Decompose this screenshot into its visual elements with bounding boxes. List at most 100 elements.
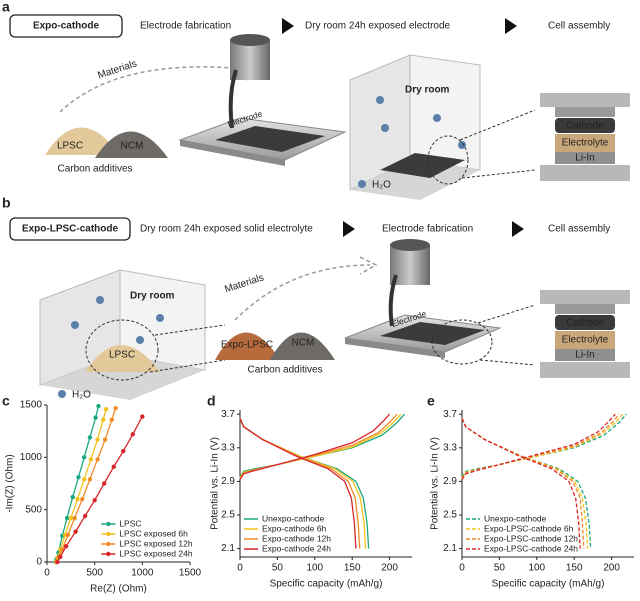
step: Cell assembly <box>548 21 610 32</box>
y-axis-label: -Im(Z) (Ohm) <box>5 454 16 512</box>
marker <box>82 513 88 519</box>
legend-label: LPSC exposed 12h <box>119 538 193 548</box>
pour <box>388 274 398 327</box>
panel-label: e <box>427 393 435 409</box>
panel-label: c <box>2 393 10 409</box>
marker <box>102 437 108 442</box>
water-icon <box>58 390 66 398</box>
y-tick-label: 3.7 <box>221 409 235 420</box>
panel-a: a Expo-cathode Electrode fabrication Dry… <box>2 0 630 200</box>
panel-b: b Expo-LPSC-cathode Dry room 24h exposed… <box>2 195 630 401</box>
x-tick-label: 0 <box>44 568 50 579</box>
y-axis-label: Potential vs. Li-In (V) <box>210 437 221 530</box>
pour <box>228 69 238 129</box>
li-in-layer <box>555 152 615 164</box>
powder <box>95 131 168 158</box>
press-rod <box>555 107 615 117</box>
water-icon <box>96 296 104 304</box>
marker <box>70 494 75 500</box>
arrowhead <box>359 256 378 275</box>
y-tick-label: 3.7 <box>443 409 457 420</box>
label: Dry room <box>405 85 450 96</box>
powder <box>270 332 335 360</box>
label: Li-In <box>575 153 594 164</box>
y-tick-label: 0 <box>36 557 42 568</box>
y-tick-label: 1000 <box>20 452 43 463</box>
label: NCM <box>292 338 315 349</box>
powder <box>45 127 120 155</box>
cathode-layer <box>555 315 615 330</box>
arrow <box>512 221 524 237</box>
step: Dry room 24h exposed electrode <box>305 21 451 32</box>
legend-label: LPSC exposed 6h <box>119 528 188 538</box>
y-tick-label: 2.9 <box>443 476 457 487</box>
panel-label: b <box>2 195 11 211</box>
marker <box>103 406 109 412</box>
press-plate <box>540 165 630 181</box>
title-box <box>9 14 123 38</box>
marker <box>87 477 93 482</box>
legend-label: LPSC exposed 24h <box>119 548 193 558</box>
label: Dry room <box>130 291 175 302</box>
cathode-layer <box>555 118 615 133</box>
marker <box>63 544 69 549</box>
x-axis-label: Specific capacity (mAh/g) <box>270 579 383 590</box>
title-box <box>9 217 131 241</box>
platform-edge <box>180 140 285 166</box>
water-icon <box>71 321 79 329</box>
y-tick-label: 1500 <box>20 400 43 411</box>
water-icon <box>376 96 384 104</box>
x-tick-label: 200 <box>603 563 620 574</box>
marker <box>109 417 115 422</box>
electrode <box>380 153 465 178</box>
marker <box>68 515 74 521</box>
water-icon <box>136 336 144 344</box>
label: Cathode <box>566 318 604 329</box>
step: Dry room 24h exposed solid electrolyte <box>140 224 313 235</box>
electrolyte-layer <box>555 331 615 349</box>
legend-label: Expo-LPSC-cathode 12h <box>484 533 578 543</box>
x-axis-label: Re(Z) (Ohm) <box>90 584 147 595</box>
marker <box>101 417 106 422</box>
marker <box>72 515 77 521</box>
y-tick-label: 3.3 <box>221 442 235 453</box>
legend-marker <box>106 541 111 547</box>
x-tick-label: 0 <box>459 563 465 574</box>
series-line <box>54 405 100 563</box>
legend-label: Unexpo-cathode <box>262 513 325 523</box>
legend-label: Expo-cathode 12h <box>262 533 331 543</box>
y-tick-label: 2.5 <box>221 510 235 521</box>
x-tick-label: 0 <box>237 563 243 574</box>
zoom-line <box>477 304 536 324</box>
marker <box>102 481 107 486</box>
zoom <box>431 319 493 365</box>
x-tick-label: 50 <box>272 563 284 574</box>
marker <box>93 415 98 420</box>
zoom-line <box>479 359 536 366</box>
label: Li-In <box>575 350 594 361</box>
arrow <box>505 18 517 34</box>
label: Electrolyte <box>562 138 609 149</box>
label: NCM <box>121 141 144 152</box>
x-tick-label: 100 <box>306 563 323 574</box>
zoom <box>427 135 469 185</box>
legend-label: Expo-LPSC-cathode 6h <box>484 523 574 533</box>
legend-label: LPSC <box>119 518 141 528</box>
x-tick-label: 1500 <box>179 568 202 579</box>
electrolyte-layer <box>555 134 615 152</box>
water-icon <box>433 114 441 122</box>
legend-marker <box>106 521 111 527</box>
water-icon <box>458 141 466 149</box>
label: Carbon additives <box>57 164 132 175</box>
x-tick-label: 150 <box>566 563 583 574</box>
y-tick-label: 2.1 <box>443 543 457 554</box>
x-axis-label: Specific capacity (mAh/g) <box>492 579 605 590</box>
powder <box>85 345 160 372</box>
label: LPSC <box>109 350 135 361</box>
marker <box>111 464 116 469</box>
marker <box>58 554 63 559</box>
electrode <box>215 126 325 152</box>
title: Expo-LPSC-cathode <box>22 224 119 235</box>
marker <box>113 405 118 411</box>
